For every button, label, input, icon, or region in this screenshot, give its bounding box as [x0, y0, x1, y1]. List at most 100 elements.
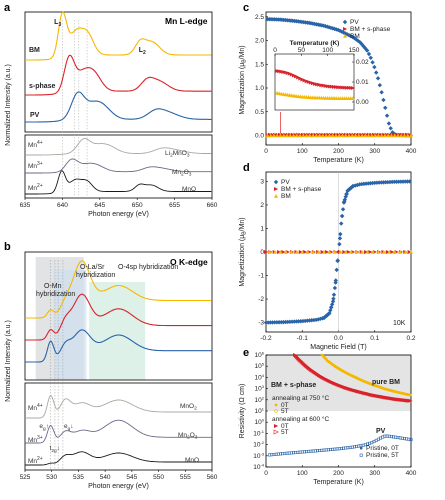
inset-ytick-label: 0.02: [356, 59, 369, 66]
panel-a-xlabel: Photon energy (eV): [88, 211, 149, 218]
inset-xtick-label: 150: [349, 47, 360, 54]
bm-magnetization-point: [330, 133, 335, 138]
okedge-mn2o3-label: Mn2O3: [178, 432, 198, 441]
inset-bm-sphase-point: [340, 85, 345, 90]
mn4-label: Mn4+: [28, 140, 43, 149]
eg-up-label: eg↑: [39, 423, 49, 432]
mn2-label: Mn2+: [28, 183, 43, 192]
bm-hysteresis-point: [338, 250, 343, 254]
bm-magnetization-point: [389, 133, 394, 138]
bm-magnetization-point: [350, 133, 355, 138]
panel-d-legend-marker: [273, 179, 279, 185]
pv-magnetization-point: [374, 70, 379, 75]
bm-magnetization-point: [399, 133, 404, 138]
legend-600-5t-label: 5T: [281, 429, 289, 436]
inset-bm-sphase-point: [306, 79, 311, 84]
pv-hysteresis-point: [383, 180, 388, 185]
panel-c-ytick-label: 2.0: [255, 38, 264, 45]
bm-magnetization-point: [324, 133, 329, 138]
inset-bm-sphase-point: [302, 78, 307, 83]
pv-hysteresis-point: [339, 221, 344, 226]
pv-magnetization-point: [381, 97, 386, 103]
bm-sphase-hysteresis-point: [303, 250, 308, 254]
bm-hysteresis-point: [376, 250, 381, 254]
panel-a-xtick-label: 640: [57, 202, 68, 209]
bm-magnetization-point: [288, 133, 293, 138]
panel-e-shaded-region: [266, 355, 411, 411]
eg-down-sub: g: [68, 427, 71, 432]
bm-hysteresis-point: [343, 250, 348, 254]
panel-e-xtick-label: 0: [264, 470, 268, 477]
bm-sphase-magnetization-point: [349, 132, 354, 137]
pure-bm-resistivity-point: [408, 393, 412, 397]
pv-hysteresis-point: [339, 213, 345, 219]
panel-e-label: e: [243, 347, 249, 359]
panel-e-ytick-label: 102: [255, 395, 265, 404]
panel-d-ytick-label: -2: [258, 296, 264, 303]
bm-magnetization-point: [405, 133, 410, 138]
inset-xtick-label: 100: [322, 47, 333, 54]
eg-down-main: e: [64, 423, 68, 430]
panel-d-temperature-annotation: 10K: [393, 320, 406, 327]
bm-hysteresis-point: [409, 250, 413, 254]
panel-b-title: O K-edge: [170, 257, 208, 267]
l2-label-sub: 2: [143, 50, 146, 56]
pv-magnetization-point: [375, 76, 381, 81]
panel-c-label: c: [243, 2, 249, 14]
pv-magnetization-point: [386, 121, 392, 126]
o4sp-hybridization-label: O-4sp hybridization: [118, 264, 178, 271]
panel-a-xtick-label: 645: [94, 202, 105, 209]
pv-hysteresis-point: [334, 267, 339, 273]
omn-hybridization-label-2: hybridization: [36, 291, 75, 298]
bm-magnetization-point: [281, 133, 286, 138]
mno2-label-part: 2: [194, 406, 197, 412]
okedge-mn3-label: Mn3+: [28, 435, 43, 444]
pv-resistivity-label: PV: [376, 428, 386, 435]
li2mno3-label-part: Li: [165, 150, 170, 157]
bm-magnetization-point: [275, 133, 280, 138]
panel-d-xtick-label: 0.0: [334, 335, 343, 342]
okedge-mn4-label: Mn4+: [28, 403, 43, 412]
pure-bm-label: pure BM: [372, 379, 400, 386]
pv-hysteresis-point: [331, 292, 337, 297]
olasr-hybridization-region: [54, 270, 87, 380]
panel-d-ytick-label: 3: [260, 178, 264, 185]
panel-c-legend-label: PV: [350, 19, 359, 26]
okedge-mn2o3-label-part: 2: [187, 435, 190, 441]
bm-magnetization-point: [409, 133, 413, 138]
panel-e-ytick-label: 103: [255, 384, 265, 393]
bm-hysteresis-point: [273, 250, 278, 254]
panel-a-xtick-label: 635: [20, 202, 31, 209]
bm-hysteresis-point: [294, 250, 299, 254]
bm-hysteresis-point: [387, 250, 392, 254]
mn3-label: Mn3+: [28, 161, 43, 170]
eg-up-arrow: ↑: [46, 423, 49, 430]
legend-750-5t-marker: [274, 409, 278, 413]
panel-b-xtick-label: 545: [126, 474, 137, 481]
panel-e-ytick-label: 101: [255, 407, 265, 416]
panel-b-xtick-label: 555: [180, 474, 191, 481]
bm-sphase-hysteresis-point: [320, 250, 325, 254]
bm-hysteresis-point: [316, 250, 321, 254]
okedge-mn2o3-label-part: 3: [195, 435, 198, 441]
bm-sphase-hysteresis-point: [277, 250, 282, 254]
pv-hysteresis-point: [332, 285, 338, 291]
pv-magnetization-point: [379, 90, 384, 95]
okedge-mn3-label-main: Mn: [28, 437, 37, 444]
panel-c-legend-marker: [343, 27, 348, 31]
inset-bm-sphase-point: [300, 77, 305, 82]
legend-pristine-0t-label: Pristine, 0T: [366, 445, 399, 452]
bm-magnetization-point: [294, 133, 299, 138]
panel-c-xtick-label: 400: [406, 148, 417, 155]
bm-magnetization-point: [366, 133, 371, 138]
pv-hysteresis-point: [344, 191, 349, 196]
inset-bm-sphase-point: [348, 85, 354, 90]
eg-down-label: eg↓: [64, 423, 74, 432]
omn-hybridization-label: O-Mn: [44, 283, 62, 290]
bm-sphase-region-label: BM + s-phase: [271, 382, 316, 389]
panel-b-label: b: [4, 241, 11, 253]
bm-magnetization-point: [347, 133, 352, 138]
bm-hysteresis-point: [354, 250, 359, 254]
pv-hysteresis-point: [333, 278, 338, 283]
inset-xtick-label: 50: [298, 47, 306, 54]
